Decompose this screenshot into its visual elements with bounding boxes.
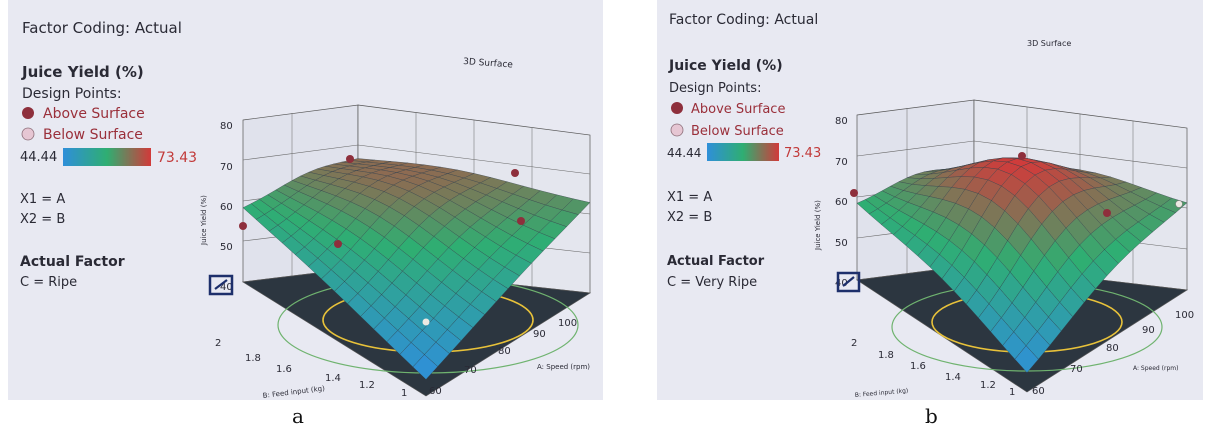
z-tick-80: 80 bbox=[835, 116, 848, 127]
y-tick-70: 70 bbox=[464, 365, 477, 376]
above-surface-label: Above Surface bbox=[43, 106, 145, 122]
design-point-above bbox=[850, 189, 858, 197]
surface-plot bbox=[241, 104, 592, 397]
y-tick-60: 60 bbox=[1032, 386, 1045, 397]
above-surface-marker bbox=[22, 107, 34, 119]
x2-mapping: X2 = B bbox=[20, 212, 65, 227]
design-point-above bbox=[334, 240, 342, 248]
response-title: Juice Yield (%) bbox=[668, 58, 783, 74]
z-tick-50: 50 bbox=[835, 238, 848, 249]
color-scale-max: 73.43 bbox=[784, 146, 821, 161]
x-tick-1: 1 bbox=[401, 388, 407, 399]
expand-icon[interactable] bbox=[836, 271, 861, 293]
chart-panel-a: Factor Coding: Actual 3D Surface Juice Y… bbox=[8, 0, 603, 400]
response-title: Juice Yield (%) bbox=[21, 63, 144, 81]
below-surface-marker bbox=[670, 123, 684, 137]
x-tick-1.8: 1.8 bbox=[878, 350, 894, 361]
expand-icon-arrow bbox=[842, 276, 855, 287]
design-points-label: Design Points: bbox=[22, 86, 122, 102]
color-scale-bar bbox=[707, 143, 779, 161]
design-point-below bbox=[1175, 200, 1183, 208]
expand-icon[interactable] bbox=[208, 274, 234, 296]
above-surface-marker bbox=[671, 102, 683, 114]
surface-cell bbox=[1014, 345, 1039, 373]
color-scale-min: 44.44 bbox=[667, 146, 701, 160]
y-tick-80: 80 bbox=[1106, 343, 1119, 354]
caption-b: b bbox=[925, 404, 938, 428]
x-tick-1: 1 bbox=[1009, 387, 1015, 398]
z-tick-70: 70 bbox=[220, 162, 233, 173]
grid-line-70 bbox=[856, 140, 1188, 169]
surface-plot bbox=[856, 99, 1189, 393]
x-tick-1.6: 1.6 bbox=[910, 361, 926, 372]
y-tick-90: 90 bbox=[533, 329, 546, 340]
color-scale-bar bbox=[63, 148, 151, 166]
actual-factor-value: C = Very Ripe bbox=[667, 275, 757, 290]
design-point-above bbox=[511, 169, 519, 177]
x-axis-label: B: Feed input (kg) bbox=[855, 387, 909, 399]
y-tick-60: 60 bbox=[429, 386, 442, 397]
plot-title: 3D Surface bbox=[1027, 39, 1071, 48]
response-surface bbox=[856, 157, 1188, 373]
design-point-above bbox=[239, 222, 247, 230]
z-tick-50: 50 bbox=[220, 242, 233, 253]
below-surface-label: Below Surface bbox=[691, 124, 784, 139]
z-tick-40: 40 bbox=[835, 278, 848, 289]
expand-icon-arrow bbox=[214, 279, 228, 290]
actual-factor-title: Actual Factor bbox=[20, 254, 125, 270]
x-tick-1.4: 1.4 bbox=[325, 373, 341, 384]
y-tick-100: 100 bbox=[1175, 310, 1194, 321]
design-points-label: Design Points: bbox=[669, 81, 761, 96]
y-tick-70: 70 bbox=[1070, 364, 1083, 375]
below-surface-marker bbox=[21, 127, 35, 141]
x-tick-1.6: 1.6 bbox=[276, 364, 292, 375]
z-tick-40: 40 bbox=[220, 282, 233, 293]
x-tick-1.4: 1.4 bbox=[945, 372, 961, 383]
grid-line-70 bbox=[242, 144, 591, 175]
design-point-above bbox=[1018, 152, 1026, 160]
chart-figure-a: Factor Coding: Actual 3D Surface Juice Y… bbox=[8, 0, 603, 400]
y-tick-90: 90 bbox=[1142, 325, 1155, 336]
z-axis-label: Juice Yield (%) bbox=[200, 195, 208, 246]
x-tick-1.2: 1.2 bbox=[980, 380, 996, 391]
x1-mapping: X1 = A bbox=[667, 190, 712, 205]
design-point-above bbox=[1103, 209, 1111, 217]
above-surface-label: Above Surface bbox=[691, 102, 785, 117]
y-tick-80: 80 bbox=[498, 346, 511, 357]
design-point-above bbox=[346, 155, 354, 163]
z-tick-80: 80 bbox=[220, 121, 233, 132]
chart-panel-b: Factor Coding: Actual 3D Surface Juice Y… bbox=[657, 0, 1203, 400]
design-point-above bbox=[517, 217, 525, 225]
plot-title: 3D Surface bbox=[463, 57, 514, 70]
x-tick-1.2: 1.2 bbox=[359, 380, 375, 391]
x-tick-1.8: 1.8 bbox=[245, 353, 261, 364]
x-tick-2: 2 bbox=[215, 338, 221, 349]
z-tick-70: 70 bbox=[835, 157, 848, 168]
below-surface-label: Below Surface bbox=[43, 127, 143, 143]
actual-factor-value: C = Ripe bbox=[20, 275, 77, 290]
factor-coding-label: Factor Coding: Actual bbox=[22, 19, 182, 37]
surface-cell bbox=[412, 354, 438, 380]
color-scale-min: 44.44 bbox=[20, 150, 57, 165]
caption-a: a bbox=[292, 404, 304, 428]
chart-figure-b: Factor Coding: Actual 3D Surface Juice Y… bbox=[657, 0, 1203, 400]
y-tick-100: 100 bbox=[558, 318, 577, 329]
z-axis-label: Juice Yield (%) bbox=[814, 200, 822, 251]
actual-factor-title: Actual Factor bbox=[667, 254, 765, 269]
y-axis-label: A: Speed (rpm) bbox=[1133, 365, 1178, 372]
design-point-below bbox=[422, 318, 430, 326]
factor-coding-label: Factor Coding: Actual bbox=[669, 12, 818, 28]
z-tick-60: 60 bbox=[835, 197, 848, 208]
x1-mapping: X1 = A bbox=[20, 192, 65, 207]
y-axis-label: A: Speed (rpm) bbox=[537, 363, 590, 371]
response-surface bbox=[242, 158, 591, 380]
x-tick-2: 2 bbox=[851, 338, 857, 349]
z-tick-60: 60 bbox=[220, 202, 233, 213]
x2-mapping: X2 = B bbox=[667, 210, 712, 225]
color-scale-max: 73.43 bbox=[157, 150, 197, 166]
